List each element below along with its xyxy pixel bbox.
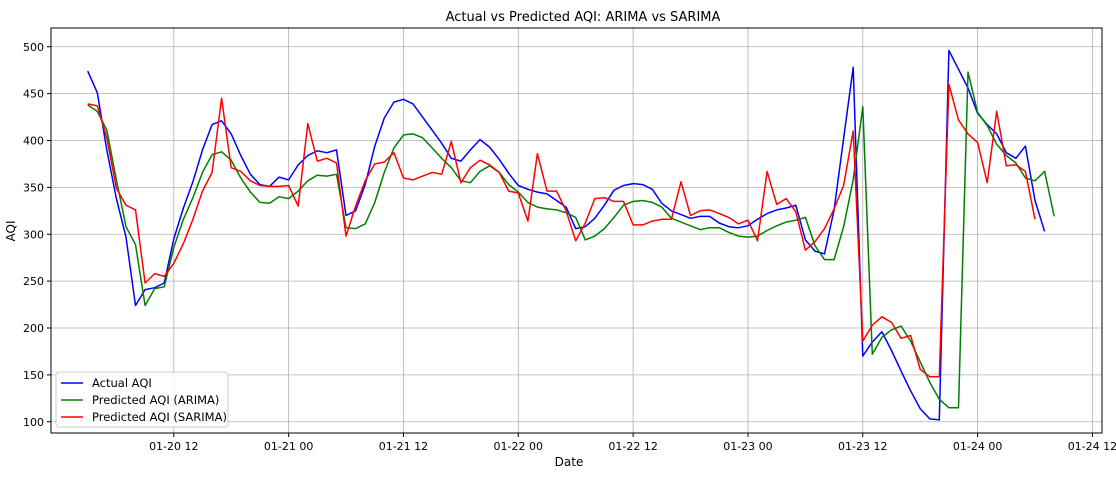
y-tick-label: 350 bbox=[23, 181, 44, 194]
series-line-3 bbox=[87, 83, 1036, 378]
y-tick-label: 250 bbox=[23, 275, 44, 288]
y-axis: 100 150 200 250 300 350 400 450 500 bbox=[23, 41, 51, 429]
x-tick-label: 01-20 12 bbox=[149, 440, 198, 453]
y-tick-label: 100 bbox=[23, 416, 44, 429]
y-tick-label: 500 bbox=[23, 41, 44, 54]
legend-box bbox=[55, 371, 229, 428]
x-tick-label: 01-22 12 bbox=[608, 440, 657, 453]
y-tick-label: 150 bbox=[23, 369, 44, 382]
x-tick-label: 01-22 00 bbox=[494, 440, 543, 453]
series-lines bbox=[87, 49, 1055, 421]
x-tick-label: 01-24 00 bbox=[953, 440, 1002, 453]
legend: Actual AQI Predicted AQI (ARIMA) Predicted… bbox=[55, 371, 229, 428]
series-line-1 bbox=[87, 49, 1046, 421]
x-tick-label: 01-21 00 bbox=[264, 440, 313, 453]
y-axis-title: AQI bbox=[4, 221, 18, 242]
x-tick-label: 01-23 00 bbox=[723, 440, 772, 453]
legend-label: Predicted AQI (SARIMA) bbox=[92, 410, 227, 424]
legend-label: Predicted AQI (ARIMA) bbox=[92, 393, 219, 407]
x-tick-label: 01-24 12 bbox=[1068, 440, 1116, 453]
x-tick-label: 01-23 12 bbox=[838, 440, 887, 453]
x-axis-title: Date bbox=[555, 455, 584, 469]
x-axis: 01-20 12 01-21 00 01-21 12 01-22 00 01-22 12… bbox=[149, 433, 1116, 453]
chart-title: Actual vs Predicted AQI: ARIMA vs SARIMA bbox=[446, 10, 721, 25]
legend-label: Actual AQI bbox=[92, 376, 152, 390]
y-tick-label: 400 bbox=[23, 135, 44, 148]
y-tick-label: 200 bbox=[23, 322, 44, 335]
grid-lines bbox=[51, 28, 1102, 433]
plot-area-frame bbox=[50, 27, 1103, 434]
x-tick-label: 01-21 12 bbox=[379, 440, 428, 453]
y-tick-label: 300 bbox=[23, 228, 44, 241]
y-tick-label: 450 bbox=[23, 88, 44, 101]
series-line-2 bbox=[87, 71, 1055, 409]
